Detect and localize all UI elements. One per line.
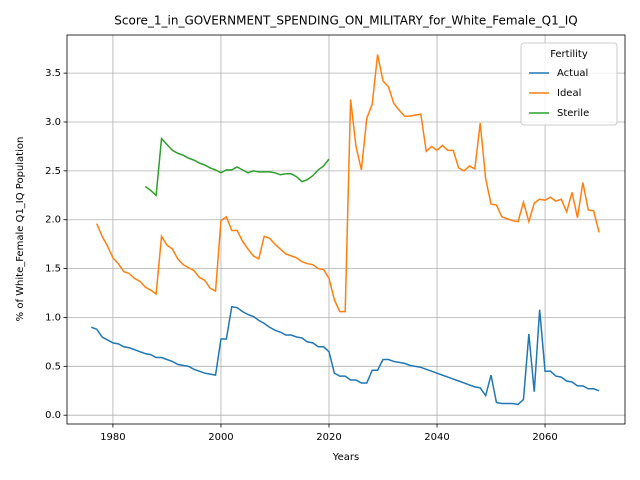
legend-label: Actual [557, 68, 588, 79]
y-tick-label: 1.0 [45, 312, 61, 323]
y-axis-label: % of White_Female Q1_IQ Population [15, 137, 26, 322]
y-tick-label: 3.0 [45, 117, 61, 128]
x-tick-label: 2060 [532, 432, 557, 443]
y-tick-label: 2.5 [45, 166, 61, 177]
line-series [91, 305, 600, 406]
y-tick-label: 0.0 [45, 410, 61, 421]
x-tick-label: 2000 [208, 432, 233, 443]
legend-label: Ideal [557, 88, 581, 99]
x-tick-label: 2040 [424, 432, 449, 443]
x-tick-label: 1980 [100, 432, 125, 443]
y-tick-label: 2.0 [45, 215, 61, 226]
y-tick-label: 3.5 [45, 68, 61, 79]
x-tick-label: 2020 [316, 432, 341, 443]
chart-title: Score_1_in_GOVERNMENT_SPENDING_ON_MILITA… [114, 14, 577, 28]
legend-label: Sterile [557, 108, 589, 119]
y-tick-label: 1.5 [45, 264, 61, 275]
legend-box [520, 42, 618, 126]
line-series [144, 136, 330, 197]
legend-title: Fertility [550, 49, 588, 60]
plot-frame [66, 34, 626, 425]
y-tick-label: 0.5 [45, 361, 61, 372]
x-axis-label: Years [332, 452, 359, 463]
line-series [96, 54, 600, 313]
